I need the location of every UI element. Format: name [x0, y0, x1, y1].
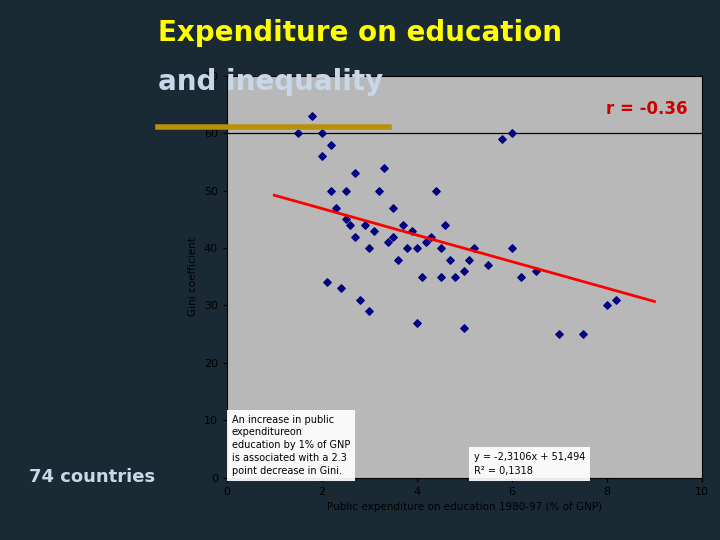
Point: [420, 238, 432, 247]
Point: [530, 267, 541, 275]
Point: [382, 238, 394, 247]
Point: [554, 330, 565, 339]
Point: [435, 272, 446, 281]
Y-axis label: Gini coefficient: Gini coefficient: [188, 237, 198, 316]
Point: [426, 232, 437, 241]
Point: [497, 134, 508, 143]
Point: [364, 244, 375, 252]
Point: [325, 140, 337, 149]
Point: [411, 244, 423, 252]
Point: [435, 244, 446, 252]
Point: [464, 255, 475, 264]
Point: [506, 129, 518, 137]
Point: [430, 186, 441, 195]
Point: [449, 272, 461, 281]
Point: [354, 295, 366, 304]
Point: [402, 244, 413, 252]
Text: An increase in public
expenditureon
education by 1% of GNP
is associated with a : An increase in public expenditureon educ…: [232, 415, 350, 476]
Point: [325, 186, 337, 195]
Point: [577, 330, 589, 339]
Point: [468, 244, 480, 252]
Point: [349, 169, 361, 178]
Point: [345, 221, 356, 230]
Point: [601, 301, 613, 310]
Point: [459, 324, 470, 333]
Point: [416, 272, 428, 281]
Text: and inequality: and inequality: [158, 68, 384, 96]
Point: [387, 232, 399, 241]
Point: [330, 204, 342, 212]
Point: [482, 261, 494, 269]
Point: [373, 186, 384, 195]
Point: [516, 272, 527, 281]
Point: [444, 255, 456, 264]
Point: [506, 244, 518, 252]
Text: 74 countries: 74 countries: [29, 468, 155, 486]
Point: [359, 221, 370, 230]
Point: [459, 267, 470, 275]
Text: r = -0.36: r = -0.36: [606, 100, 688, 118]
Point: [307, 112, 318, 120]
Point: [335, 284, 346, 293]
Point: [349, 232, 361, 241]
Point: [316, 152, 328, 160]
Point: [406, 226, 418, 235]
Text: y = -2,3106x + 51,494
R² = 0,1318: y = -2,3106x + 51,494 R² = 0,1318: [474, 452, 585, 476]
Point: [321, 278, 333, 287]
Text: Expenditure on education: Expenditure on education: [158, 19, 562, 47]
X-axis label: Public expenditure on education 1980-97 (% of GNP): Public expenditure on education 1980-97 …: [327, 503, 602, 512]
Point: [369, 226, 380, 235]
Point: [411, 319, 423, 327]
Point: [392, 255, 404, 264]
Point: [340, 186, 351, 195]
Point: [387, 204, 399, 212]
Point: [292, 129, 304, 137]
Point: [397, 221, 408, 230]
Point: [364, 307, 375, 315]
Point: [440, 221, 451, 230]
Point: [316, 129, 328, 137]
Point: [378, 163, 390, 172]
Point: [340, 215, 351, 224]
Point: [611, 295, 622, 304]
